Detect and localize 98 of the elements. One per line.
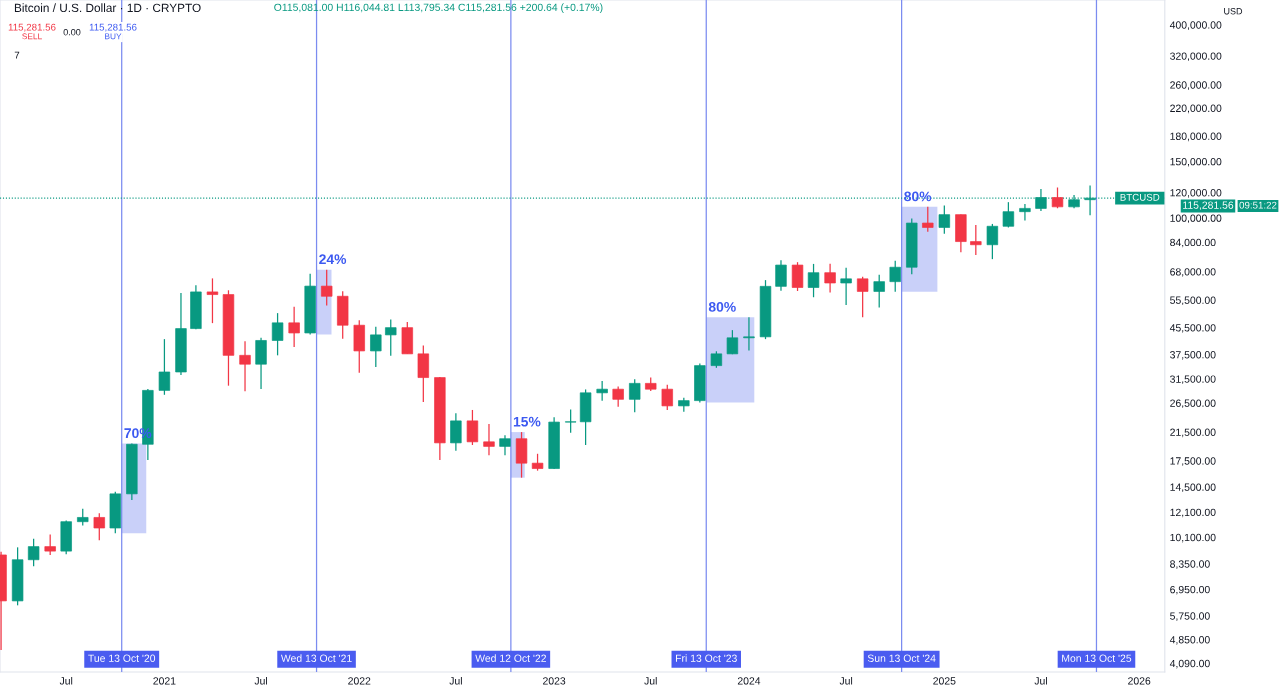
y-tick-label: 150,000.00 xyxy=(1170,157,1222,167)
x-tick-label: Jul xyxy=(59,676,73,685)
candlestick xyxy=(466,409,479,446)
candlestick xyxy=(27,538,40,567)
x-tick-label: Jul xyxy=(449,676,462,685)
y-tick-label: 45,500.00 xyxy=(1169,324,1216,333)
y-tick-label: 400,000.00 xyxy=(1169,21,1222,30)
y-tick-label: 37,500.00 xyxy=(1170,351,1216,360)
y-tick-label: 4,090.00 xyxy=(1169,659,1210,669)
y-tick-label: 4,850.00 xyxy=(1169,636,1210,645)
candlestick xyxy=(370,326,382,368)
candlestick xyxy=(986,223,999,260)
candlestick xyxy=(612,385,624,408)
candlestick xyxy=(483,423,495,456)
x-tick-label: 2021 xyxy=(153,677,176,685)
candlestick xyxy=(93,512,105,541)
x-tick-label: Jul xyxy=(839,676,853,685)
candlestick xyxy=(450,412,462,452)
candlestick xyxy=(791,261,804,292)
candlestick xyxy=(661,384,673,411)
ref-line-label: Sun 13 Oct '24 xyxy=(867,654,936,662)
candlestick xyxy=(239,340,251,392)
chart-subtitle: O115,081.00 H116,044.81 L113,795.34 C115,281.56 +200.64 (+0.17%) xyxy=(274,3,603,14)
y-tick-label: 26,500.00 xyxy=(1170,399,1216,409)
candlestick xyxy=(255,337,267,390)
y-tick-label: 68,000.00 xyxy=(1170,268,1216,277)
candlestick xyxy=(1019,203,1031,222)
candlestick xyxy=(1002,201,1015,229)
candlestick xyxy=(726,329,739,355)
band-label: 24% xyxy=(319,254,347,265)
y-tick-label: 320,000.00 xyxy=(1170,52,1222,62)
ref-line-label: Wed 12 Oct '22 xyxy=(475,654,546,662)
annotation: 115,281.56 xyxy=(8,23,56,32)
text: 115,281.56 xyxy=(1183,201,1234,211)
candlestick xyxy=(807,263,820,298)
ref-line-label: Fri 13 Oct '23 xyxy=(676,654,737,662)
x-tick-label: 2026 xyxy=(1128,677,1151,685)
chart-title: Bitcoin / U.S. Dollar · 1D · CRYPTO xyxy=(14,3,201,13)
y-tick-label: 12,100.00 xyxy=(1170,508,1216,518)
candlestick xyxy=(938,204,951,235)
annotation: 7 xyxy=(14,51,20,59)
text: 09:51:22 xyxy=(1239,201,1277,209)
band-label: 15% xyxy=(513,416,541,427)
ref-line-label: BTCUSD xyxy=(1120,193,1160,201)
candlestick xyxy=(321,269,333,307)
y-tick-label: 14,500.00 xyxy=(1170,483,1216,493)
band-label: 80% xyxy=(904,191,932,202)
x-tick-label: 2024 xyxy=(737,677,761,685)
candlestick xyxy=(873,274,885,309)
candlestick xyxy=(564,408,577,434)
candlestick xyxy=(775,259,787,292)
y-tick-label: 8,350.00 xyxy=(1170,560,1210,569)
candlestick xyxy=(922,206,934,233)
x-tick-label: Jul xyxy=(254,676,267,685)
x-tick-label: 2022 xyxy=(348,677,371,685)
y-tick-label: 31,500.00 xyxy=(1170,375,1216,384)
y-tick-label: 5,750.00 xyxy=(1170,612,1210,621)
ref-line-label: Wed 13 Oct '21 xyxy=(280,654,352,662)
y-tick-label: 120,000.00 xyxy=(1170,189,1222,198)
candlestick xyxy=(889,260,901,293)
candlestick xyxy=(629,378,641,413)
x-tick-label: 2025 xyxy=(933,677,956,685)
annotation: BUY xyxy=(105,33,122,40)
candlestick xyxy=(44,533,56,556)
candlestick xyxy=(206,277,219,324)
y-tick-label: 84,000.00 xyxy=(1170,238,1216,248)
y-tick-label: 21,500.00 xyxy=(1170,428,1216,438)
y-tick-label: 180,000.00 xyxy=(1170,132,1222,142)
candlestick xyxy=(271,312,284,356)
candlestick xyxy=(596,380,608,402)
y-tick-label: 260,000.00 xyxy=(1170,81,1222,90)
y-tick-label: 220,000.00 xyxy=(1170,104,1222,114)
candlestick xyxy=(417,344,430,403)
x-tick-label: Jul xyxy=(644,676,657,685)
candlestick xyxy=(499,434,511,456)
y-tick-label: 6,950.00 xyxy=(1170,585,1210,595)
y-tick-label: 100,000.00 xyxy=(1170,214,1222,224)
ref-line-label: Tue 13 Oct '20 xyxy=(88,654,156,662)
ref-line-label: Mon 13 Oct '25 xyxy=(1062,654,1132,662)
y-tick-label: 10,100.00 xyxy=(1170,533,1216,543)
candlestick xyxy=(743,316,755,352)
x-tick-label: 2023 xyxy=(543,677,566,685)
annotation: 115,281.56 xyxy=(89,23,137,32)
candlestick xyxy=(856,276,869,318)
candlestick xyxy=(840,267,852,306)
x-tick-label: Jul xyxy=(1034,676,1047,685)
band-label: 80% xyxy=(708,301,736,312)
candlestick xyxy=(385,318,397,357)
candlestick xyxy=(158,338,171,396)
annotation: SELL xyxy=(22,33,42,40)
candlestick xyxy=(970,224,982,256)
y-tick-label: 17,500.00 xyxy=(1170,457,1216,466)
candlestick xyxy=(288,306,300,348)
y-tick-label: 55,500.00 xyxy=(1170,296,1216,306)
candlestick xyxy=(1051,186,1064,209)
text: USD xyxy=(1224,8,1243,15)
annotation: 0.00 xyxy=(63,29,81,36)
candlestick xyxy=(824,263,836,294)
